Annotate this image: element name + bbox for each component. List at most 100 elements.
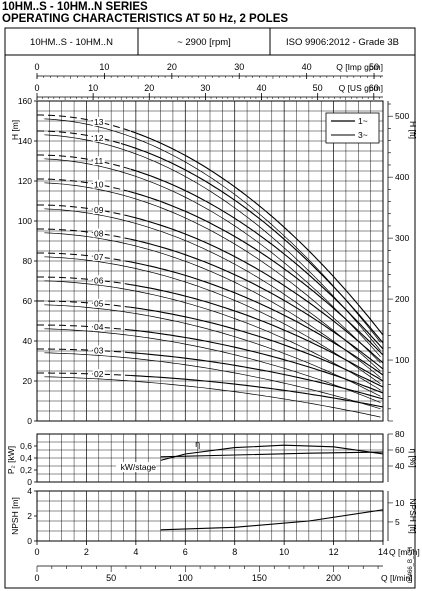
npsh-curve: [160, 509, 384, 531]
m3h-tick-label: 8: [232, 547, 237, 557]
us-gpm-tick-label: 40: [257, 83, 267, 93]
stage-curve-1ph-11: [44, 158, 381, 358]
legend-3ph-label: 3~: [358, 130, 368, 140]
stage-label-bg: [92, 156, 105, 166]
npsh-ft-axis-label: NPSH [ft]: [408, 498, 418, 533]
lmin-tick-label: 200: [326, 573, 341, 583]
stage-curve-dashed-10: [37, 178, 132, 193]
info-box-text: ~ 2900 [rpm]: [177, 37, 231, 48]
us-gpm-tick-label: 50: [313, 83, 323, 93]
stage-label-bg: [92, 228, 105, 238]
stage-curve-dashed-04: [37, 324, 131, 331]
watermark-code: 06466_B_CH: [408, 547, 414, 583]
npsh-ft-tick-label: 5: [395, 517, 400, 527]
m3h-tick-label: 2: [84, 547, 89, 557]
power-tick-label: 0: [27, 477, 32, 487]
power-axis-label: P₂ [kW]: [6, 446, 16, 474]
stage-label-bg: [92, 345, 105, 355]
stage-curve-1ph-06: [44, 280, 381, 391]
stage-curve-04: [130, 329, 384, 394]
us-gpm-tick-label: 30: [200, 83, 210, 93]
stage-label-07: 07: [94, 252, 104, 262]
lmin-tick-label: 50: [106, 573, 116, 583]
stage-curve-10: [130, 191, 384, 356]
m3h-axis-label: Q [m³/h]: [389, 547, 420, 557]
stage-label-bg: [92, 251, 105, 261]
stage-label-bg: [92, 132, 105, 142]
stage-curve-08: [130, 238, 384, 370]
imp-gpm-tick-label: 30: [234, 62, 244, 72]
stage-curve-02: [130, 374, 384, 408]
m3h-tick-label: 4: [133, 547, 138, 557]
chart-title-line1: 10HM..S - 10HM..N SERIES: [2, 1, 148, 13]
eta-tick-label: 60: [395, 445, 405, 455]
stage-curve-1ph-07: [44, 256, 381, 385]
us-gpm-tick-label: 0: [34, 83, 39, 93]
m3h-tick-label: 0: [34, 547, 39, 557]
npsh-ft-tick-label: 10: [395, 498, 405, 508]
stage-label-03: 03: [94, 346, 104, 356]
npsh-m-axis-label: NPSH [m]: [10, 497, 20, 535]
m3h-tick-label: 12: [329, 547, 339, 557]
stage-curve-1ph-12: [44, 134, 381, 351]
stage-curve-1ph-05: [44, 304, 381, 397]
stage-curve-11: [130, 168, 384, 350]
power-tick-label: 0,2: [20, 465, 32, 475]
stage-label-11: 11: [94, 156, 103, 166]
head-ft-axis-label: H [ft]: [408, 121, 418, 139]
m3h-tick-label: 14: [378, 547, 388, 557]
stage-label-bg: [92, 369, 105, 379]
stage-label-08: 08: [94, 228, 104, 238]
stage-label-bg: [92, 275, 105, 285]
chart-title-line2: OPERATING CHARACTERISTICS AT 50 Hz, 2 PO…: [2, 13, 289, 25]
stage-curve-1ph-13: [44, 118, 381, 343]
head-m-tick-label: 100: [18, 216, 32, 226]
head-ft-tick-label: 400: [395, 172, 409, 182]
stage-label-09: 09: [94, 205, 104, 215]
stage-curve-07: [130, 261, 384, 376]
lmin-tick-label: 150: [252, 573, 267, 583]
head-m-tick-label: 80: [23, 256, 33, 266]
info-box-text: 10HM..S - 10HM..N: [30, 37, 113, 48]
head-m-tick-label: 0: [27, 416, 32, 426]
efficiency-curve: [160, 444, 384, 461]
stage-label-02: 02: [94, 369, 104, 379]
imp-gpm-tick-label: 40: [302, 62, 312, 72]
eta-axis-label: η [%]: [408, 448, 418, 467]
lmin-axis-label: Q [l/min]: [381, 573, 413, 583]
stage-curve-12: [120, 142, 384, 344]
head-m-tick-label: 60: [23, 296, 33, 306]
head-ft-tick-label: 500: [395, 111, 409, 121]
stage-curve-1ph-04: [44, 328, 381, 403]
stage-curve-1ph-08: [44, 232, 381, 378]
stage-label-06: 06: [94, 275, 104, 285]
imp-gpm-axis-label: Q [Imp gpm]: [336, 62, 383, 72]
power-tick-label: 0,6: [20, 441, 32, 451]
power-tick-label: 0,4: [20, 453, 32, 463]
head-ft-tick-label: 100: [395, 355, 409, 365]
stage-curve-dashed-06: [37, 276, 131, 286]
stage-curve-03: [130, 352, 384, 400]
us-gpm-tick-label: 60: [369, 83, 379, 93]
stage-curve-1ph-10: [44, 182, 381, 364]
stage-curve-dashed-02: [37, 372, 131, 376]
stage-label-10: 10: [94, 180, 104, 190]
stage-curve-dashed-12: [37, 130, 122, 144]
m3h-tick-label: 10: [279, 547, 289, 557]
eta-tick-label: 40: [395, 461, 405, 471]
stage-curve-dashed-05: [37, 300, 131, 308]
m3h-tick-label: 6: [183, 547, 188, 557]
eta-tick-label: 80: [395, 429, 405, 439]
stage-curve-dashed-03: [37, 348, 131, 354]
stage-label-05: 05: [94, 299, 104, 309]
head-m-tick-label: 140: [18, 136, 32, 146]
head-m-axis-label: H [m]: [10, 120, 20, 140]
us-gpm-tick-label: 10: [88, 83, 98, 93]
npsh-m-tick-label: 4: [27, 486, 32, 496]
us-gpm-axis-label: Q [US gpm]: [339, 83, 383, 93]
lmin-tick-label: 100: [178, 573, 193, 583]
power-panel-grid: [36, 433, 384, 483]
stage-label-bg: [92, 179, 105, 189]
stage-curve-13: [130, 130, 384, 336]
